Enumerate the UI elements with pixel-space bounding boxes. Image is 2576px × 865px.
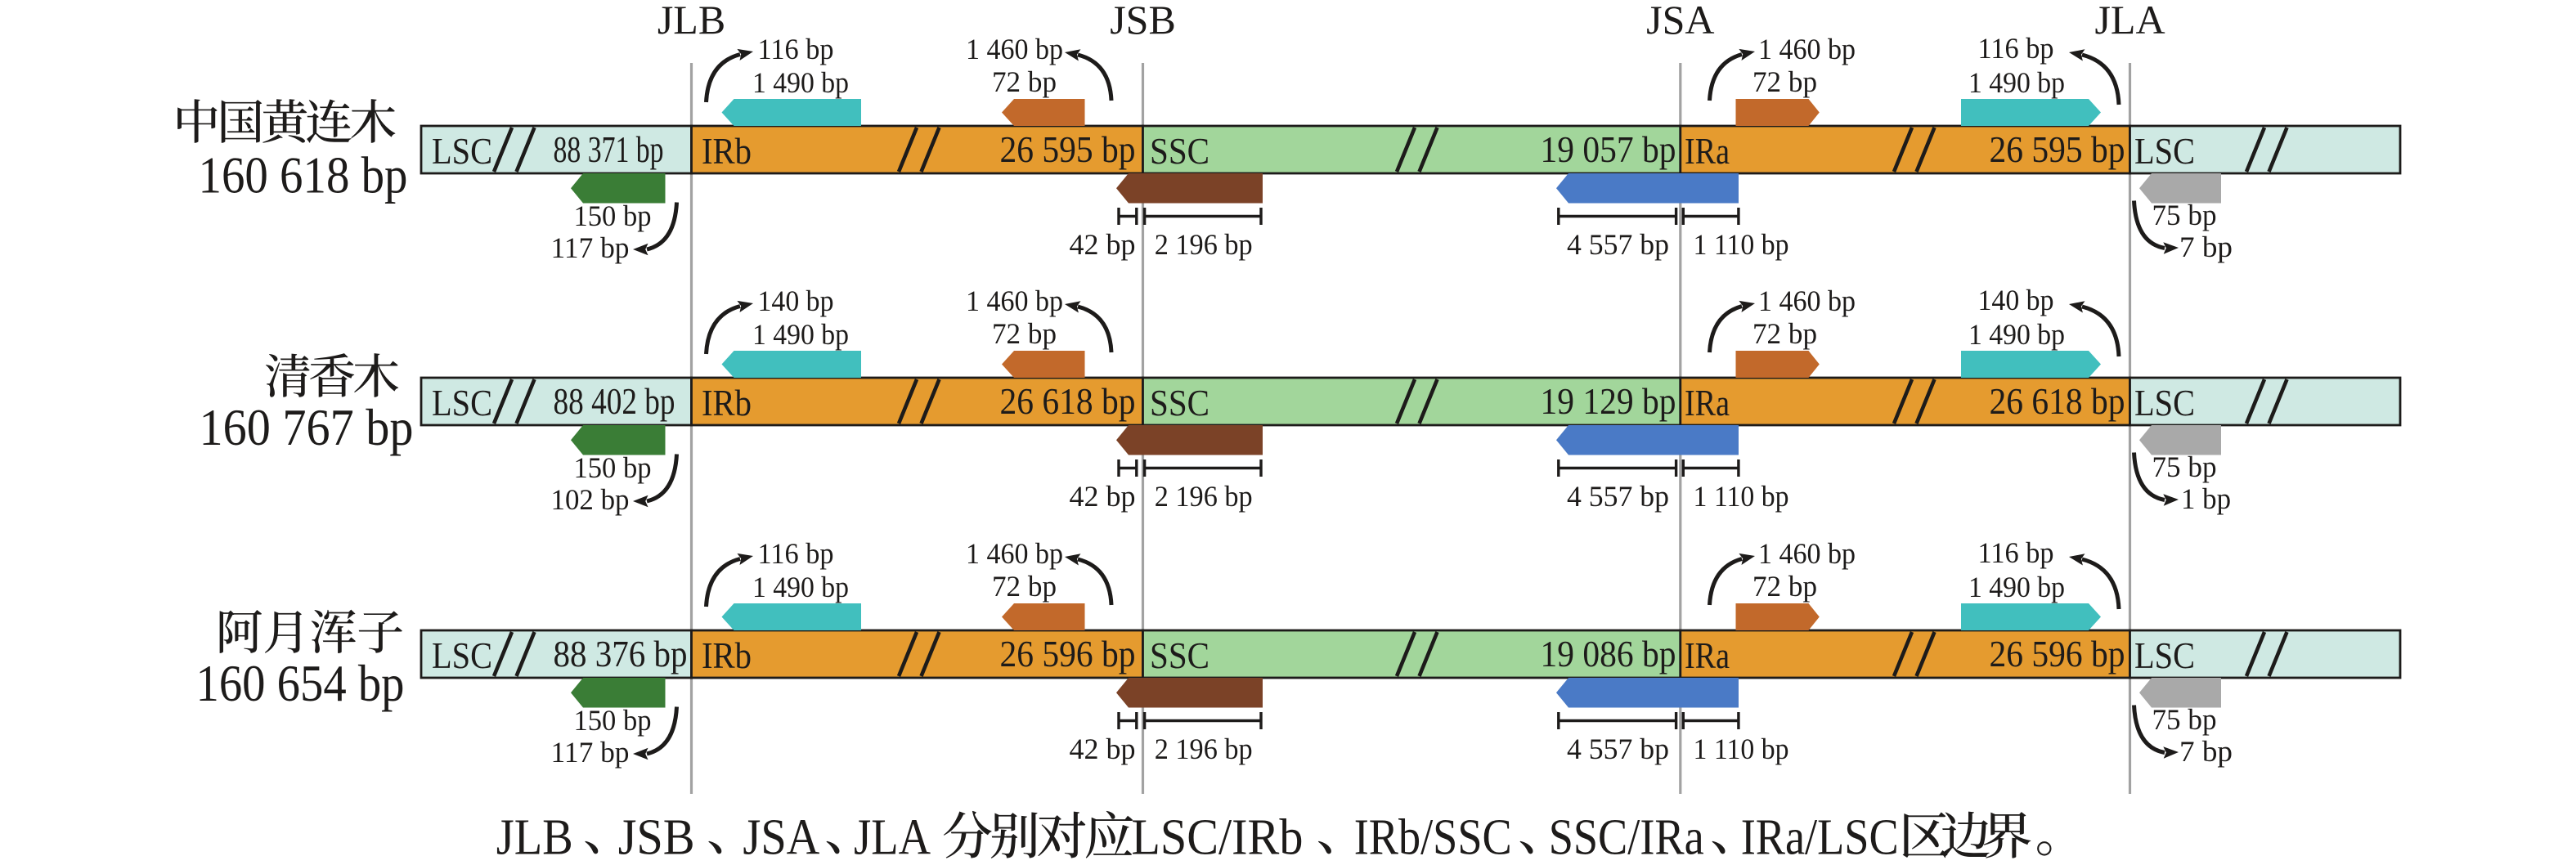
svg-text:IRb: IRb	[702, 634, 752, 676]
svg-text:1 490 bp: 1 490 bp	[752, 318, 849, 351]
svg-text:26 596 bp: 26 596 bp	[1990, 633, 2125, 675]
svg-text:26 595 bp: 26 595 bp	[1990, 128, 2125, 170]
svg-text:4 557 bp: 4 557 bp	[1567, 480, 1669, 513]
svg-text:26 596 bp: 26 596 bp	[1000, 633, 1136, 675]
svg-text:IRb: IRb	[702, 130, 752, 172]
svg-text:IRb/SSC: IRb/SSC	[1354, 810, 1512, 865]
svg-text:117 bp: 117 bp	[551, 231, 630, 264]
svg-text:150 bp: 150 bp	[574, 199, 652, 232]
svg-text:1 490 bp: 1 490 bp	[752, 66, 849, 99]
svg-text:42 bp: 42 bp	[1070, 480, 1136, 513]
svg-text:4 557 bp: 4 557 bp	[1567, 733, 1669, 765]
svg-text:160 618 bp: 160 618 bp	[199, 147, 408, 204]
svg-text:72 bp: 72 bp	[1752, 570, 1817, 603]
svg-text:JLB: JLB	[657, 0, 725, 43]
svg-text:116 bp: 116 bp	[758, 537, 834, 570]
svg-text:102 bp: 102 bp	[551, 483, 630, 516]
svg-text:116 bp: 116 bp	[758, 33, 834, 65]
svg-text:JLA: JLA	[2094, 0, 2165, 43]
svg-text:72 bp: 72 bp	[992, 65, 1057, 98]
svg-text:1 490 bp: 1 490 bp	[1968, 571, 2065, 603]
svg-text:26 595 bp: 26 595 bp	[1000, 128, 1136, 170]
svg-text:1 460 bp: 1 460 bp	[1758, 33, 1856, 65]
svg-text:1 460 bp: 1 460 bp	[1758, 537, 1856, 570]
svg-text:JSB: JSB	[618, 810, 695, 865]
svg-text:JLA: JLA	[854, 810, 931, 865]
svg-text:2 196 bp: 2 196 bp	[1155, 480, 1253, 513]
svg-text:88 402 bp: 88 402 bp	[554, 380, 675, 422]
svg-text:4 557 bp: 4 557 bp	[1567, 228, 1669, 261]
svg-text:JSB: JSB	[1110, 0, 1176, 43]
svg-text:1 490 bp: 1 490 bp	[752, 571, 849, 603]
svg-text:IRb: IRb	[702, 382, 752, 424]
svg-text:19 057 bp: 19 057 bp	[1541, 128, 1676, 170]
svg-text:7 bp: 7 bp	[2179, 231, 2233, 263]
svg-text:LSC: LSC	[2134, 634, 2195, 676]
svg-text:7 bp: 7 bp	[2179, 735, 2233, 768]
svg-text:LSC: LSC	[2134, 130, 2195, 172]
svg-text:116 bp: 116 bp	[1978, 536, 2054, 569]
svg-text:1 460 bp: 1 460 bp	[966, 537, 1063, 570]
svg-text:2 196 bp: 2 196 bp	[1155, 733, 1253, 765]
svg-text:26 618 bp: 26 618 bp	[1000, 380, 1136, 422]
svg-text:72 bp: 72 bp	[1752, 317, 1817, 350]
svg-text:75 bp: 75 bp	[2152, 199, 2217, 231]
svg-text:1 bp: 1 bp	[2181, 482, 2231, 515]
svg-text:140 bp: 140 bp	[758, 285, 834, 317]
svg-text:LSC: LSC	[432, 634, 492, 676]
svg-text:88 376 bp: 88 376 bp	[554, 633, 688, 675]
svg-text:19 086 bp: 19 086 bp	[1541, 633, 1676, 675]
svg-text:1 460 bp: 1 460 bp	[1758, 285, 1856, 317]
svg-text:LSC/IRb: LSC/IRb	[1131, 810, 1303, 865]
svg-text:1 110 bp: 1 110 bp	[1694, 480, 1789, 513]
svg-text:88 371 bp: 88 371 bp	[554, 128, 664, 170]
svg-text:75 bp: 75 bp	[2152, 450, 2217, 483]
svg-text:1 460 bp: 1 460 bp	[966, 285, 1063, 317]
svg-text:1 490 bp: 1 490 bp	[1968, 318, 2065, 351]
svg-text:IRa: IRa	[1685, 634, 1730, 676]
svg-text:160 654 bp: 160 654 bp	[196, 655, 405, 712]
svg-text:19 129 bp: 19 129 bp	[1541, 380, 1676, 422]
svg-text:JLB: JLB	[496, 810, 573, 865]
svg-text:JSA: JSA	[743, 810, 819, 865]
svg-text:1 460 bp: 1 460 bp	[966, 33, 1063, 65]
svg-text:JSA: JSA	[1646, 0, 1714, 43]
svg-text:160 767 bp: 160 767 bp	[200, 399, 414, 456]
svg-text:LSC: LSC	[432, 130, 492, 172]
svg-text:SSC: SSC	[1150, 382, 1209, 424]
svg-text:116 bp: 116 bp	[1978, 32, 2054, 65]
svg-text:26 618 bp: 26 618 bp	[1990, 380, 2125, 422]
svg-text:117 bp: 117 bp	[551, 736, 630, 769]
svg-text:42 bp: 42 bp	[1070, 733, 1136, 765]
svg-text:IRa: IRa	[1685, 382, 1730, 424]
svg-text:140 bp: 140 bp	[1978, 284, 2054, 316]
svg-text:150 bp: 150 bp	[574, 451, 652, 484]
svg-text:1 110 bp: 1 110 bp	[1694, 228, 1789, 261]
svg-text:SSC/IRa: SSC/IRa	[1549, 810, 1704, 865]
svg-text:LSC: LSC	[2134, 382, 2195, 424]
svg-text:SSC: SSC	[1150, 634, 1209, 676]
svg-text:72 bp: 72 bp	[1752, 65, 1817, 98]
svg-text:LSC: LSC	[432, 382, 492, 424]
svg-text:75 bp: 75 bp	[2152, 703, 2217, 736]
svg-text:2 196 bp: 2 196 bp	[1155, 228, 1253, 261]
svg-text:1 110 bp: 1 110 bp	[1694, 733, 1789, 765]
svg-text:72 bp: 72 bp	[992, 317, 1057, 350]
svg-text:150 bp: 150 bp	[574, 704, 652, 737]
svg-text:72 bp: 72 bp	[992, 570, 1057, 603]
svg-text:IRa: IRa	[1685, 130, 1730, 172]
svg-text:SSC: SSC	[1150, 130, 1209, 172]
svg-text:IRa/LSC: IRa/LSC	[1741, 810, 1899, 865]
svg-text:42 bp: 42 bp	[1070, 228, 1136, 261]
svg-text:1 490 bp: 1 490 bp	[1968, 66, 2065, 99]
